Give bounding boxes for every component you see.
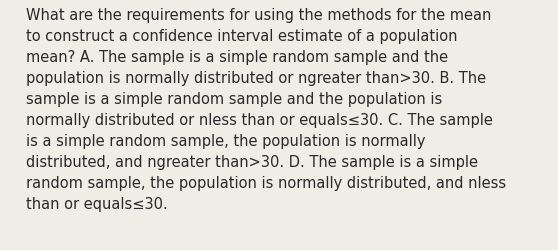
Text: What are the requirements for using the methods for the mean
to construct a conf: What are the requirements for using the … [26, 8, 506, 211]
